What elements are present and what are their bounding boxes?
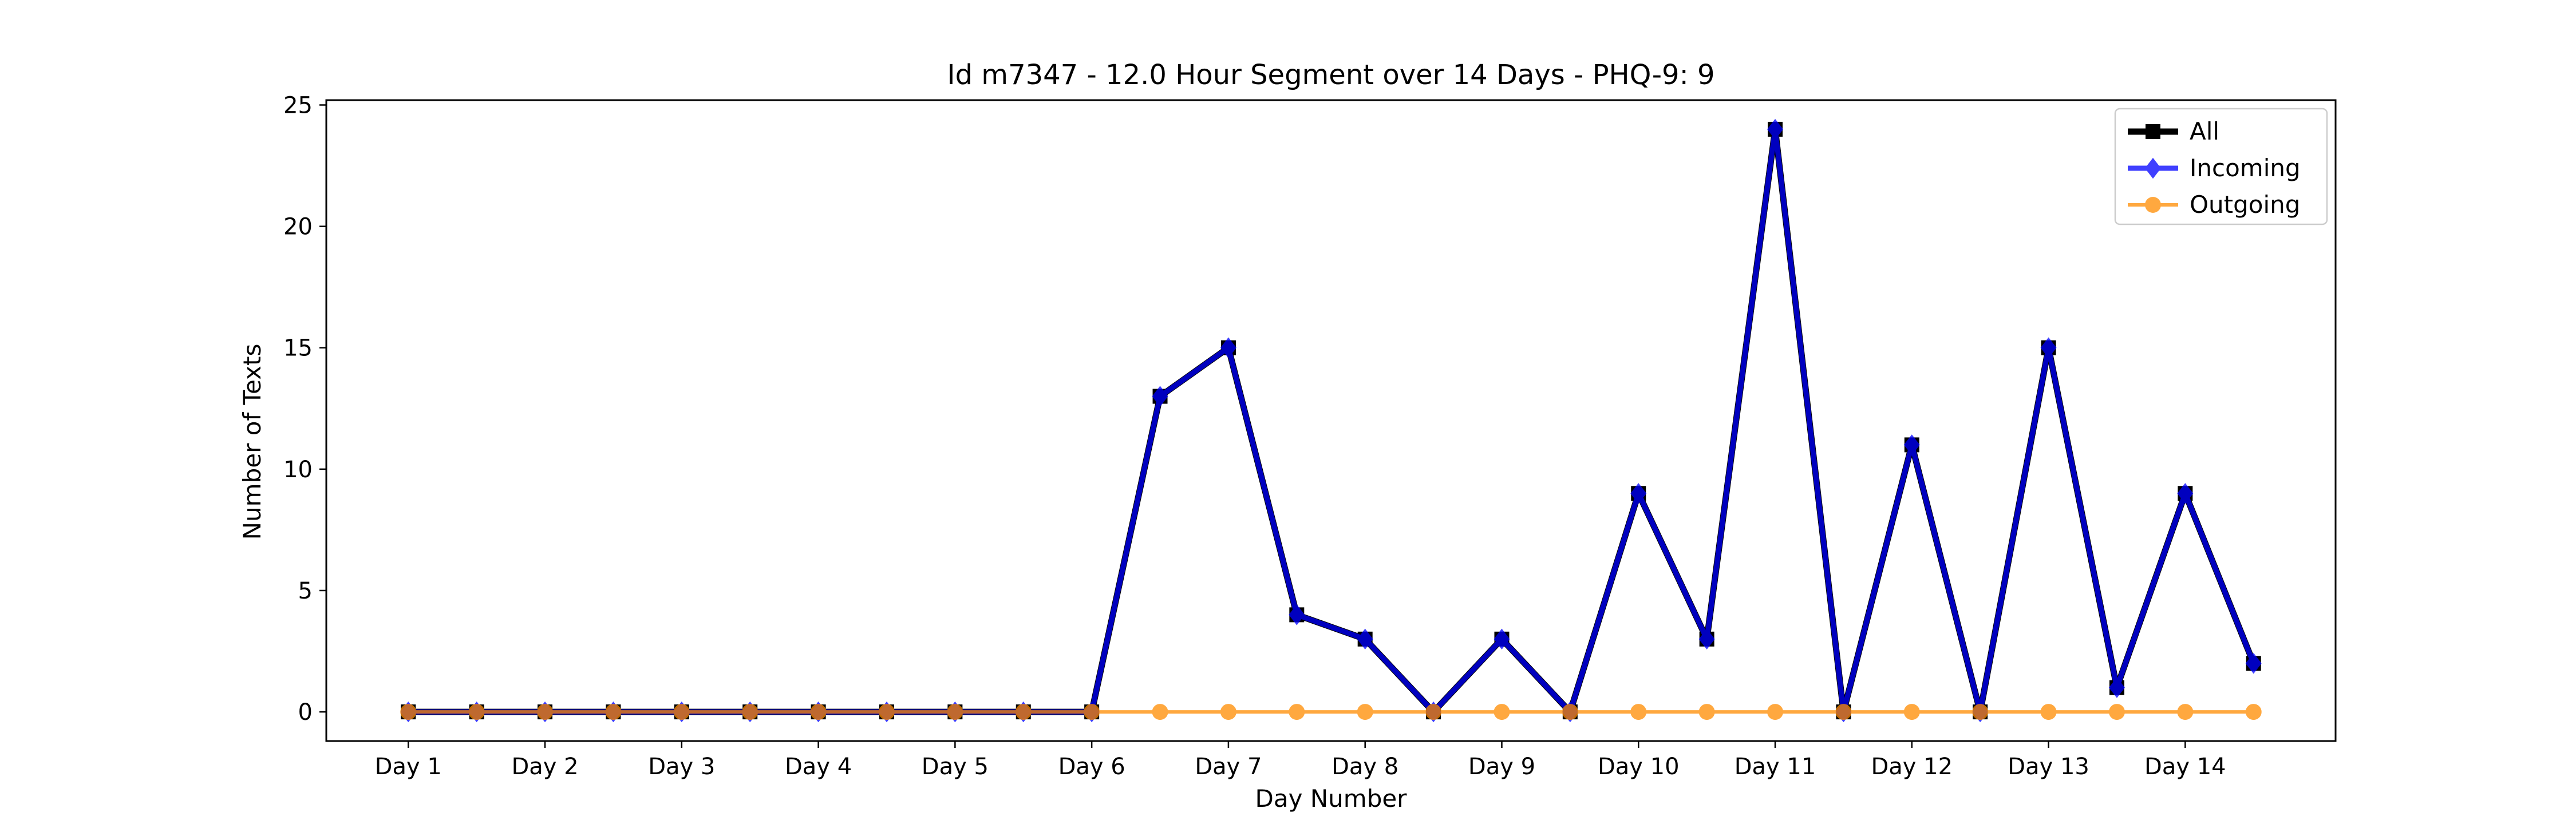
data-point [1357, 704, 1373, 720]
data-point [1494, 628, 1510, 650]
x-tick-label: Day 1 [375, 754, 442, 780]
x-tick-label: Day 2 [511, 754, 578, 780]
x-tick-label: Day 13 [2008, 754, 2089, 780]
legend-marker [2145, 157, 2161, 179]
x-tick-label: Day 9 [1468, 754, 1535, 780]
data-point [2177, 483, 2194, 504]
data-point [2040, 337, 2057, 358]
series-line [405, 126, 2257, 715]
data-point [1698, 704, 1715, 720]
x-axis-label: Day Number [1255, 785, 1407, 813]
data-point [1903, 704, 1920, 720]
series-1 [400, 118, 2262, 723]
data-point [1972, 704, 1989, 720]
data-point [1630, 483, 1647, 504]
data-point [2108, 677, 2125, 698]
legend-marker [2146, 124, 2160, 139]
x-tick-label: Day 7 [1195, 754, 1262, 780]
y-tick-label: 15 [283, 335, 313, 362]
data-point [1767, 704, 1784, 720]
x-tick-label: Day 8 [1332, 754, 1398, 780]
data-point [1289, 704, 1305, 720]
data-point [1630, 704, 1647, 720]
data-point [2108, 704, 2125, 720]
legend-entry [2128, 197, 2178, 213]
data-point [1562, 704, 1578, 720]
x-tick-label: Day 11 [1735, 754, 1816, 780]
data-point [947, 704, 963, 720]
data-point [2177, 704, 2194, 720]
data-point [742, 704, 758, 720]
data-point [1289, 604, 1305, 625]
legend-entry [2128, 124, 2178, 139]
series-layer [400, 118, 2262, 723]
y-tick-label: 25 [283, 92, 313, 118]
legend-label: Incoming [2190, 154, 2301, 182]
y-tick-label: 10 [283, 457, 313, 483]
data-point [1425, 704, 1442, 720]
y-tick-label: 5 [298, 578, 313, 604]
data-point [1220, 704, 1236, 720]
legend: All Incoming Outgoing [2114, 108, 2328, 225]
data-point [1903, 434, 1920, 455]
x-tick-label: Day 14 [2144, 754, 2226, 780]
data-point [1152, 704, 1168, 720]
data-point [1494, 704, 1510, 720]
data-point [1698, 628, 1715, 650]
legend-label: All [2190, 117, 2219, 145]
data-point [1835, 704, 1852, 720]
plot-frame [325, 99, 2337, 742]
legend-marker [2145, 197, 2161, 213]
x-axis-ticks: Day 1 Day 2 Day 3 Day 4 Day 5 Day 6 Day 7 Day 8… [375, 741, 2226, 780]
x-tick-label: Day 10 [1598, 754, 1680, 780]
data-point [537, 704, 554, 720]
chart-title: Id m7347 - 12.0 Hour Segment over 14 Day… [947, 59, 1714, 91]
data-point [2245, 653, 2262, 674]
y-axis-ticks: 0 5 10 15 20 25 [283, 92, 326, 726]
legend-box [2114, 108, 2328, 225]
x-tick-label: Day 3 [648, 754, 715, 780]
series-2 [400, 704, 2262, 720]
data-point [605, 704, 622, 720]
x-tick-label: Day 4 [785, 754, 852, 780]
y-tick-label: 20 [283, 214, 313, 240]
legend-label: Outgoing [2190, 191, 2300, 219]
y-axis-label: Number of Texts [238, 344, 266, 540]
x-tick-label: Day 5 [922, 754, 989, 780]
data-point [2245, 704, 2262, 720]
data-point [2040, 704, 2057, 720]
data-point [810, 704, 827, 720]
x-tick-label: Day 6 [1058, 754, 1125, 780]
data-point [878, 704, 895, 720]
data-point [1767, 118, 1784, 140]
data-point [1152, 386, 1168, 407]
data-point [1015, 704, 1032, 720]
series-0 [401, 121, 2261, 720]
x-tick-label: Day 12 [1871, 754, 1953, 780]
data-point [1220, 337, 1236, 358]
data-point [468, 704, 485, 720]
data-point [673, 704, 690, 720]
data-point [1357, 628, 1373, 650]
legend-entry [2128, 157, 2178, 179]
data-point [400, 704, 417, 720]
y-tick-label: 0 [298, 699, 313, 726]
data-point [1084, 704, 1100, 720]
